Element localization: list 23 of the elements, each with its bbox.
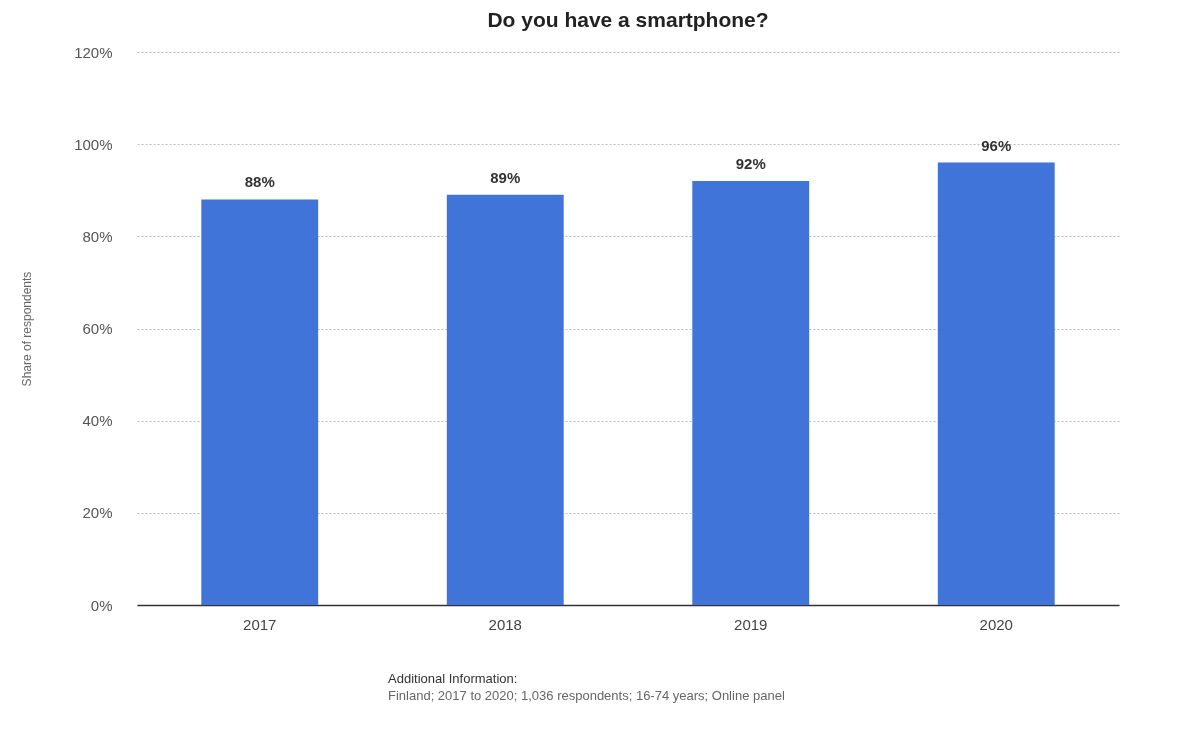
data-label: 89% [490,168,521,186]
chart-title: Do you have a smartphone? [487,8,769,31]
bar [201,199,319,605]
bar [446,194,564,605]
bar [937,162,1055,605]
data-label: 92% [735,155,766,173]
y-axis-title: Share of respondents [20,271,35,387]
text: Finland; 2017 to 2020; 1,036 respondents; 16-74 years; Online panel [388,687,786,704]
y-tick-label: 120% [74,43,113,61]
x-tick-label: 2020 [979,615,1013,633]
bar [692,181,810,605]
x-tick-label: 2017 [243,615,277,633]
y-tick-label: 60% [82,320,113,337]
y-tick-label: 40% [82,412,113,430]
x-tick-label: 2019 [734,615,768,633]
x-tick-label: 2018 [488,615,522,633]
y-tick-label: 0% [90,596,113,614]
data-label: 96% [981,136,1012,154]
data-label: 88% [244,173,275,191]
y-tick-label: 100% [74,135,113,153]
y-tick-label: 80% [82,227,113,245]
text: Additional Information: [388,670,519,687]
y-tick-label: 20% [82,504,113,522]
